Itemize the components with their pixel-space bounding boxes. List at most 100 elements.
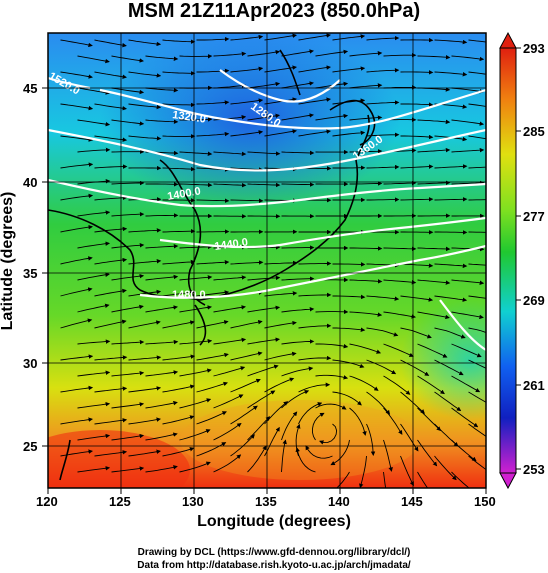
streamline [366,423,376,456]
streamline [468,39,486,43]
streamline [383,52,417,58]
streamline [145,370,179,377]
coast-sakhalin [279,49,301,96]
streamline [468,263,486,266]
contour-1360 [48,128,486,172]
streamline [60,193,94,201]
streamline [145,432,178,441]
streamline [434,39,468,45]
streamline [330,439,350,466]
streamline [434,455,457,481]
streamline [451,407,479,428]
streamline [417,471,429,488]
cool-region-east [400,300,486,420]
streamline [383,343,414,357]
streamline [468,71,486,75]
streamline [281,339,315,345]
streamline [162,415,195,425]
streamline [247,151,281,156]
streamline [281,245,315,250]
streamline [128,228,162,233]
streamline [417,180,451,186]
streamline [298,261,332,266]
streamline [417,375,445,395]
streamline [179,338,213,345]
contour-1520-west [48,76,91,90]
streamline [298,129,331,137]
streamline [366,197,400,202]
streamline [366,359,397,375]
streamline [128,355,162,361]
streamline [264,97,297,105]
streamline [196,442,227,457]
y-tick-40: 40 [23,175,38,190]
streamline [247,305,281,313]
streamline [77,433,111,441]
coast-hokkaido [329,99,376,146]
streamline [230,260,264,265]
streamline [349,51,383,57]
streamline [400,134,434,140]
contour-label-1480: 1480.0 [172,289,206,301]
streamline [162,384,195,393]
contour-1520-east [439,299,486,351]
streamline [60,135,94,142]
streamline [400,70,434,75]
streamline [451,87,485,94]
x-axis-label: Longitude (degrees) [197,513,351,530]
colorbar-min-arrow [499,472,517,490]
streamline [111,304,144,313]
streamline [213,275,247,281]
streamline [179,368,212,377]
streamline [468,103,486,107]
map-title: MSM 21Z11Apr2023 (850.0hPa) [127,0,421,22]
streamline [60,162,94,169]
streamline [417,246,451,252]
streamline [434,263,468,269]
streamline [128,386,162,393]
streamline [349,375,379,391]
streamline [383,311,416,319]
streamline [213,454,242,473]
streamline [60,318,93,329]
streamline [111,243,145,249]
streamline [434,197,468,202]
streamline [298,97,331,105]
streamline [417,54,451,60]
streamline [230,34,264,41]
streamline [451,180,485,186]
streamline [128,39,162,47]
streamline [179,244,213,250]
streamline [295,447,316,473]
streamline [60,449,93,457]
streamline [281,276,315,281]
streamline [451,471,470,488]
streamline [451,147,485,153]
streamline [298,402,323,425]
streamline [434,327,466,339]
streamline [145,55,179,61]
streamline [77,370,111,377]
streamlines [60,33,486,488]
streamline [128,449,161,457]
streamline [468,455,486,471]
streamline [383,439,393,472]
streamline [264,291,298,297]
streamline [451,119,485,126]
streamline [162,71,196,76]
streamline [366,100,400,105]
streamline [247,445,267,473]
streamline [417,407,442,432]
streamline [60,385,94,393]
streamline [315,113,349,121]
streamline [400,197,434,202]
streamline [383,180,417,186]
streamline [230,66,264,73]
streamline [111,55,144,63]
streamline [468,135,486,140]
streamline [281,150,315,156]
streamline [264,129,297,137]
colorbar-tick-261: 261 [523,378,545,393]
streamline [349,149,383,154]
streamline [451,311,484,320]
